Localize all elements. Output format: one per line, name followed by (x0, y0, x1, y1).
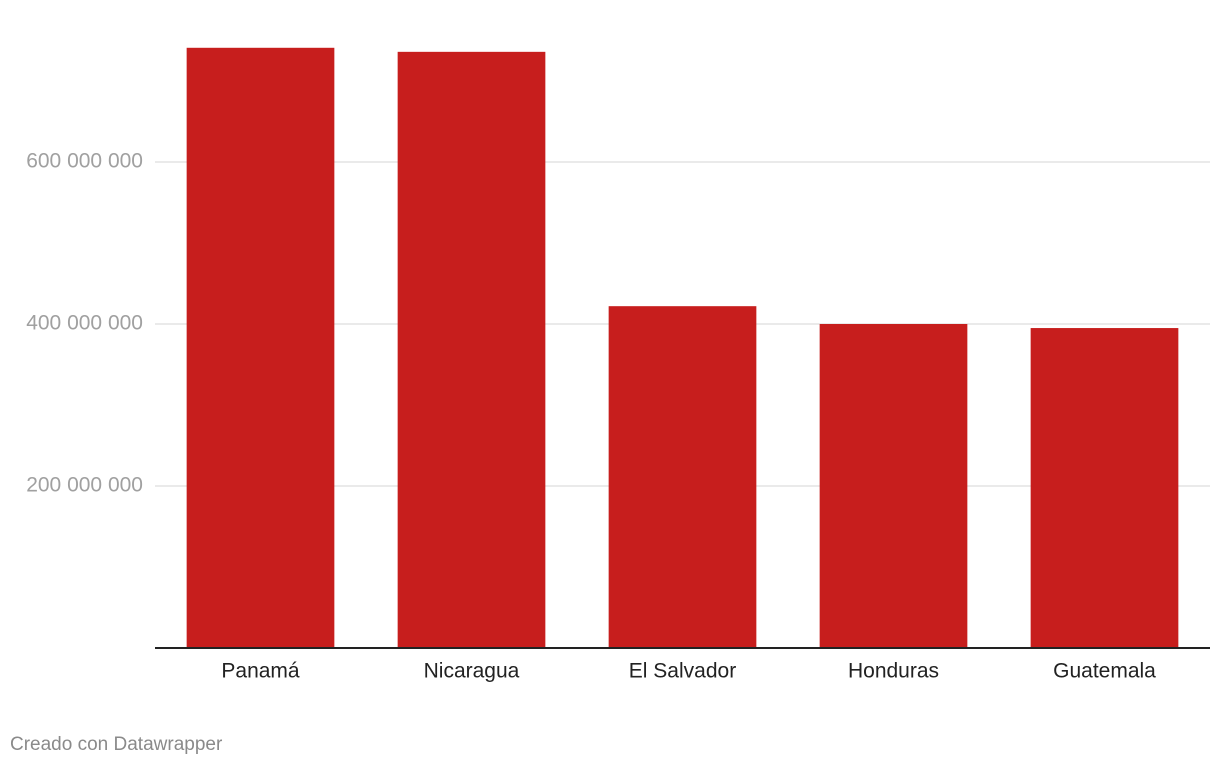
credit: Creado con Datawrapper (10, 734, 223, 755)
y-tick-label: 600 000 000 (26, 150, 143, 173)
bar (608, 306, 757, 648)
x-tick-label: Guatemala (1053, 660, 1156, 683)
y-tick-label: 400 000 000 (26, 312, 143, 335)
x-tick-label: Nicaragua (424, 660, 520, 683)
x-tick-label: Panamá (221, 660, 300, 683)
bar (397, 51, 546, 648)
y-tick-label: 200 000 000 (26, 474, 143, 497)
x-tick-label: Honduras (848, 660, 939, 683)
x-tick-label: El Salvador (629, 660, 736, 683)
bar (1030, 328, 1179, 648)
bar (819, 324, 968, 648)
bar (186, 47, 335, 649)
